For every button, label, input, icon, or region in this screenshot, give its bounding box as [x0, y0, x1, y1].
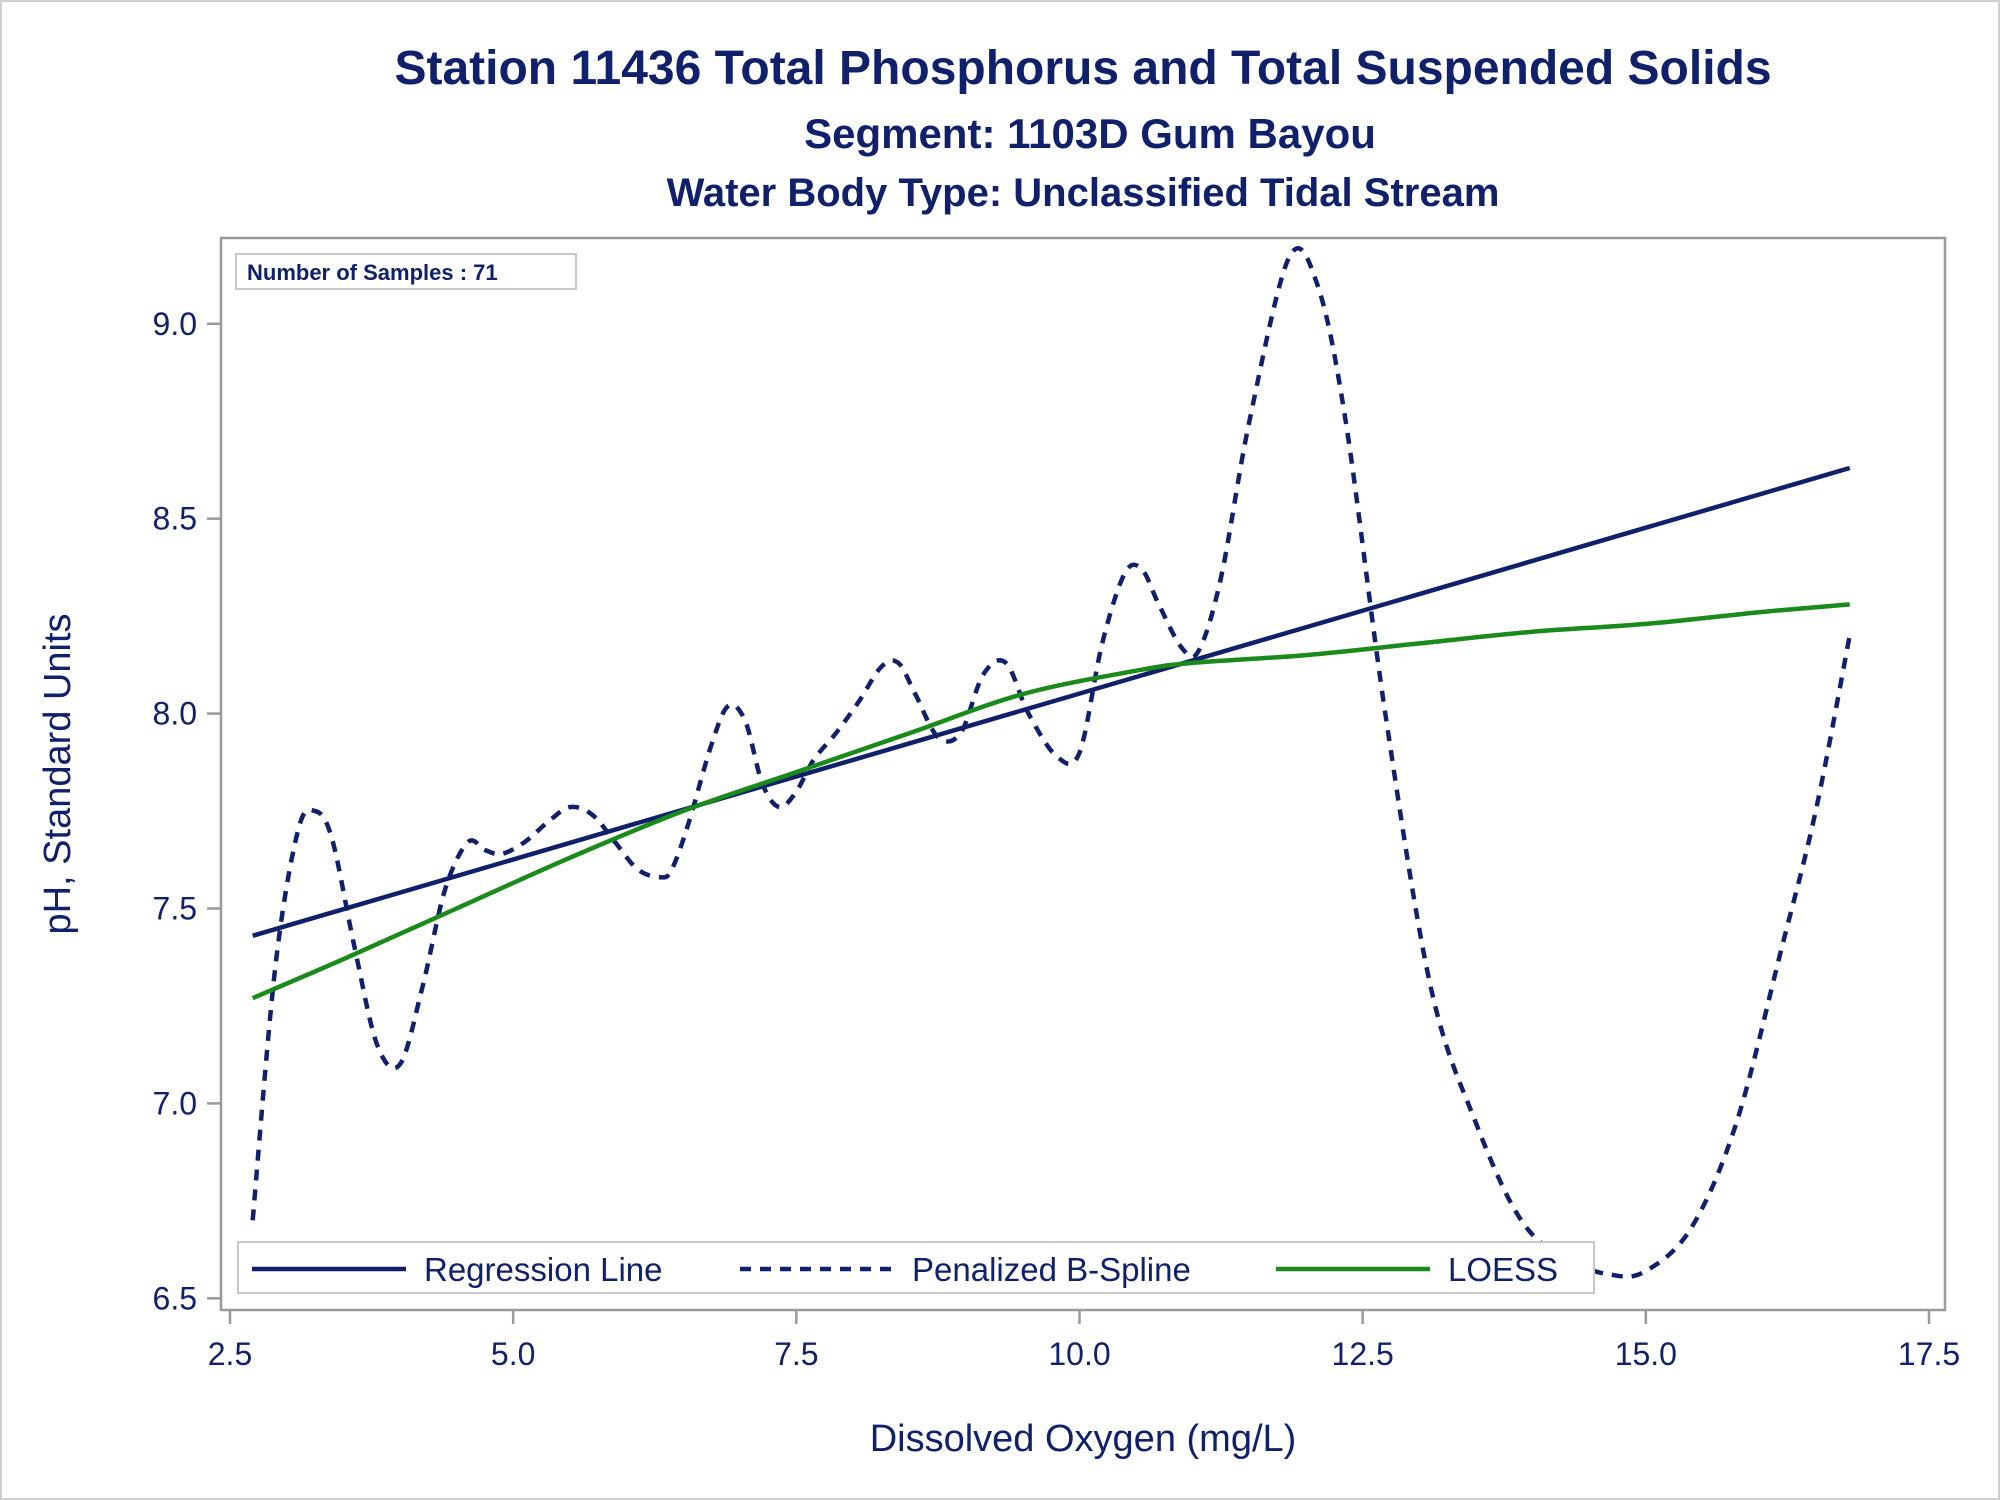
plot-area [219, 236, 1947, 1312]
y-axis: 6.5 7.0 7.5 8.0 8.5 9.0 [153, 306, 221, 1316]
series-layer [250, 246, 1852, 1279]
y-tick-label: 7.5 [153, 890, 197, 926]
sample-count-box: Number of Samples : 71 [235, 253, 577, 290]
x-tick-label: 15.0 [1615, 1336, 1677, 1372]
x-tick-label: 17.5 [1898, 1336, 1960, 1372]
series-line-loess [251, 602, 1850, 1001]
sample-count-frame [235, 253, 577, 290]
y-tick-label: 8.5 [153, 501, 197, 537]
sample-count-label: Number of Samples : 71 [247, 260, 498, 285]
chart-title: Station 11436 Total Phosphorus and Total… [394, 42, 1771, 95]
x-axis-label: Dissolved Oxygen (mg/L) [870, 1418, 1297, 1460]
y-tick-label: 6.5 [153, 1280, 197, 1316]
x-tick-label: 7.5 [774, 1336, 818, 1372]
x-tick-label: 12.5 [1332, 1336, 1394, 1372]
legend-entry-label: LOESS [1448, 1251, 1558, 1288]
y-axis-label: pH, Standard Units [37, 613, 79, 934]
x-tick-label: 5.0 [491, 1336, 535, 1372]
series-line-regression-line [252, 465, 1851, 938]
x-tick-label: 10.0 [1048, 1336, 1110, 1372]
chart-subtitle: Segment: 1103D Gum Bayou [804, 110, 1376, 157]
legend-entry-label: Penalized B-Spline [912, 1251, 1191, 1288]
x-tick-label: 2.5 [208, 1336, 252, 1372]
legend-entry-label: Regression Line [424, 1251, 662, 1288]
y-tick-label: 8.0 [153, 696, 197, 732]
chart-subtitle-2: Water Body Type: Unclassified Tidal Stre… [667, 171, 1500, 215]
y-tick-label: 7.0 [153, 1085, 197, 1121]
x-axis: 2.5 5.0 7.5 10.0 12.5 15.0 17.5 [208, 1310, 1960, 1372]
y-tick-label: 9.0 [153, 306, 197, 342]
legend: Regression Line Penalized B-Spline LOESS [237, 1241, 1595, 1294]
